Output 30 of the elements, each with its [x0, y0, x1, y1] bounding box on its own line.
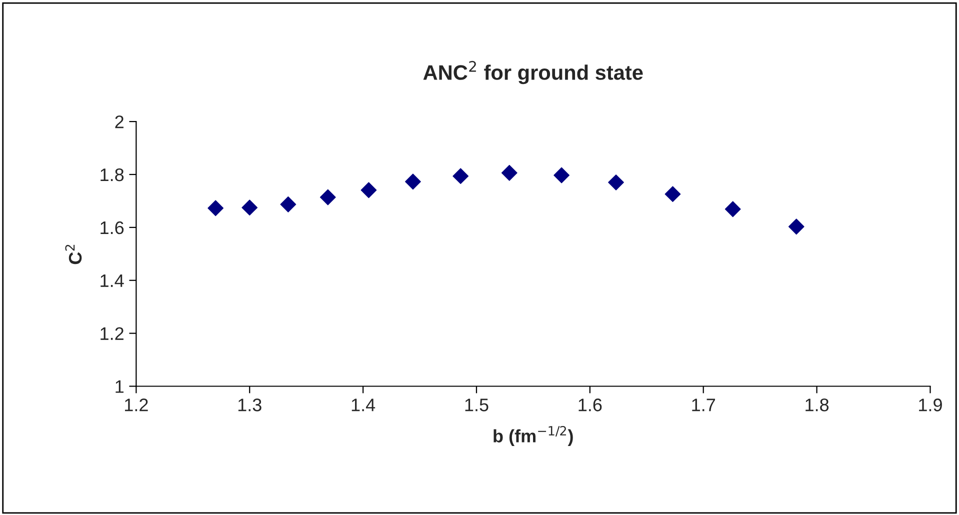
x-tick-label: 1.4	[352, 398, 376, 412]
y-tick-label: 1.4	[100, 274, 124, 287]
y-tick-label: 1	[116, 380, 124, 393]
point	[280, 196, 296, 212]
x-tick-label: 1.3	[238, 398, 262, 412]
point	[554, 167, 570, 184]
x-tick-label: 1.9	[919, 398, 942, 412]
x-tick-label: 1.5	[465, 398, 488, 412]
point	[360, 182, 377, 198]
chart-title: ANC$^{2}$ for ground state	[423, 60, 643, 84]
point	[788, 218, 804, 235]
point	[452, 168, 469, 184]
point	[405, 174, 421, 190]
x-axis-title: b (fm$^{−1/2}$)	[494, 426, 573, 446]
y-axis-title: C$^{2}$	[65, 244, 82, 264]
point	[501, 164, 518, 181]
x-tick-label: 1.8	[806, 398, 829, 412]
x-tick-label: 1.6	[578, 398, 602, 412]
y-tick-label: 2	[115, 115, 124, 128]
y-tick-label: 1.8	[100, 168, 124, 182]
x-tick-label: 1.2	[125, 398, 148, 412]
y-tick-label: 1.6	[100, 221, 124, 234]
point	[608, 174, 624, 190]
point	[320, 189, 336, 206]
x-tick-label: 1.7	[692, 398, 715, 412]
point	[208, 200, 224, 216]
point	[664, 186, 681, 202]
point	[242, 200, 258, 216]
point	[724, 201, 741, 218]
y-tick-label: 1.2	[100, 327, 124, 340]
